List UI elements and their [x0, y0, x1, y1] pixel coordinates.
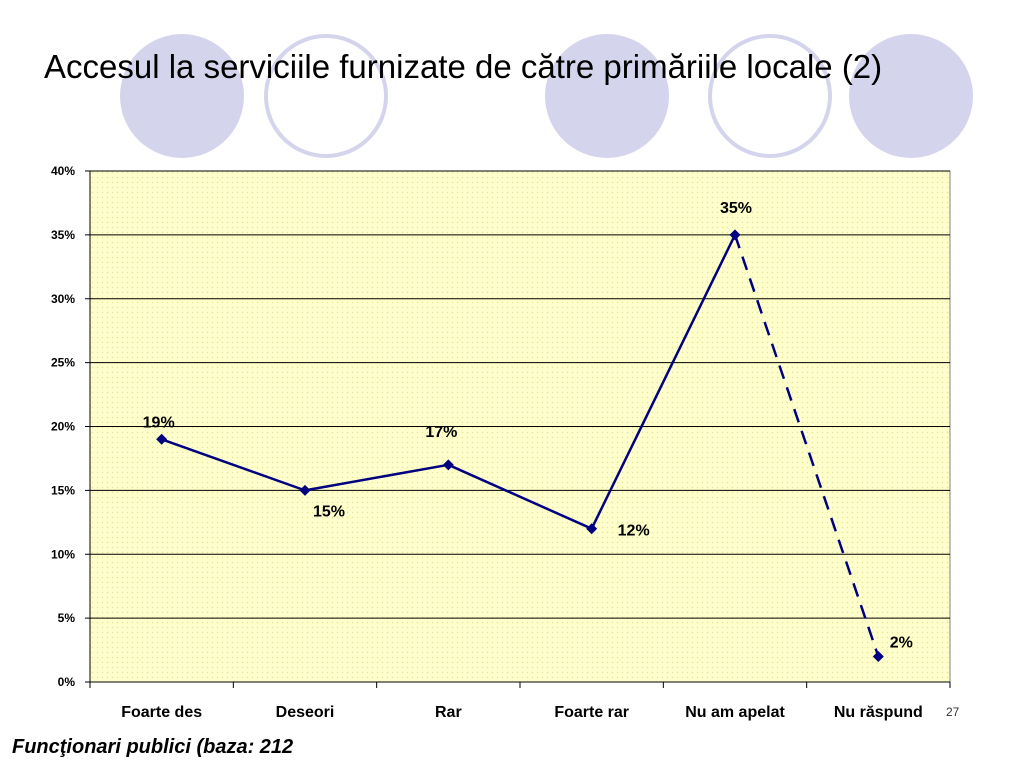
data-point-marker	[442, 459, 454, 471]
decor-circle-outline	[264, 34, 388, 158]
y-tick-label: 20%	[51, 420, 75, 434]
decor-circle-filled	[849, 34, 973, 158]
data-point-marker	[156, 433, 168, 445]
slide-number: 27	[946, 705, 960, 719]
x-tick-label: Deseori	[276, 704, 335, 721]
data-point-marker	[729, 229, 741, 241]
series-segment	[304, 463, 449, 492]
y-tick-label: 25%	[51, 356, 75, 370]
y-tick-label: 10%	[51, 547, 75, 561]
data-point-marker	[299, 484, 311, 496]
data-label: 12%	[618, 523, 650, 540]
x-tick-label: Foarte rar	[554, 704, 629, 721]
y-tick-label: 30%	[51, 292, 75, 306]
data-point-marker	[872, 650, 884, 662]
slide-title: Accesul la serviciile furnizate de către…	[44, 48, 883, 85]
data-label: 2%	[890, 634, 913, 651]
footer-caption: Funcţionari publici (baza: 212	[12, 736, 294, 758]
data-labels: 19% 15% 17% 12% 35% 2%	[143, 200, 913, 652]
series-segment-dashed	[733, 234, 880, 657]
data-label: 35%	[720, 200, 752, 217]
decor-circle-filled	[120, 34, 244, 158]
y-axis-ticks: 0% 5% 10% 15% 20% 25% 30% 35% 40%	[51, 164, 90, 689]
gridlines	[90, 170, 950, 619]
x-tick-label: Nu răspund	[834, 704, 923, 721]
y-tick-label: 0%	[58, 675, 76, 689]
decor-circle-outline	[708, 34, 832, 158]
x-tick-label: Rar	[435, 704, 462, 721]
x-tick-label: Nu am apelat	[685, 704, 785, 721]
series-segment	[447, 463, 593, 530]
y-tick-label: 5%	[58, 611, 76, 625]
series-segment	[590, 234, 737, 530]
y-tick-label: 15%	[51, 483, 75, 497]
x-tick-label: Foarte des	[121, 704, 202, 721]
x-axis-ticks: Foarte des Deseori Rar Foarte rar Nu am apel…	[89, 682, 951, 721]
series-line	[161, 234, 880, 657]
data-label: 17%	[425, 424, 457, 441]
decor-circle-filled	[545, 34, 669, 158]
y-tick-label: 35%	[51, 228, 75, 242]
series-markers	[156, 229, 884, 662]
data-label: 19%	[143, 414, 175, 431]
series-segment	[161, 438, 306, 492]
data-point-marker	[586, 523, 598, 535]
data-label: 15%	[313, 503, 345, 520]
y-tick-label: 40%	[51, 164, 75, 178]
